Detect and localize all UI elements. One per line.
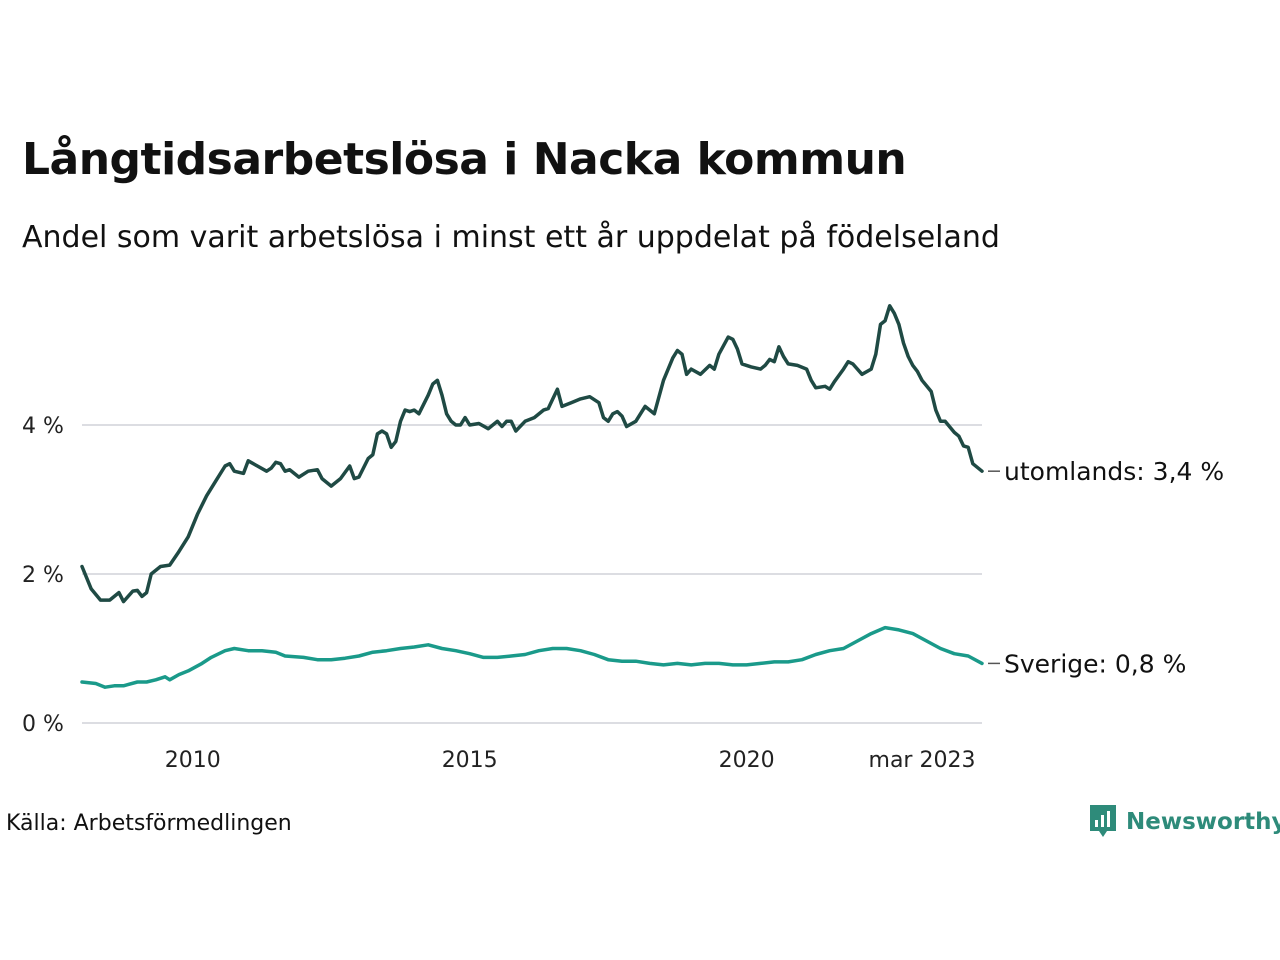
series-lines — [80, 304, 984, 689]
chart-subtitle: Andel som varit arbetslösa i minst ett å… — [22, 220, 1000, 255]
gridlines — [82, 424, 982, 724]
series-line-sverige — [80, 625, 984, 689]
newsworthy-logo-icon — [1090, 805, 1116, 837]
end-label-utomlands: utomlands: 3,4 % — [1004, 457, 1224, 486]
x-tick-label: 2020 — [719, 748, 775, 773]
chart-title: Långtidsarbetslösa i Nacka kommun — [22, 134, 907, 185]
x-tick-label: 2015 — [442, 748, 498, 773]
y-tick-label: 2 % — [22, 563, 64, 588]
series-line-utomlands — [80, 304, 984, 604]
newsworthy-logo[interactable]: Newsworthy — [1088, 802, 1280, 842]
end-label-sverige: Sverige: 0,8 % — [1004, 649, 1186, 678]
source-note: Källa: Arbetsförmedlingen — [6, 811, 292, 836]
x-tick-label: mar 2023 — [869, 748, 976, 773]
y-tick-label: 4 % — [22, 414, 64, 439]
y-axis: 0 % 2 % 4 % — [22, 414, 64, 737]
x-axis: 2010 2015 2020 mar 2023 — [165, 748, 976, 773]
brand-name: Newsworthy — [1126, 809, 1280, 835]
end-labels: utomlands: 3,4 % Sverige: 0,8 % — [988, 457, 1224, 678]
y-tick-label: 0 % — [22, 712, 64, 737]
x-tick-label: 2010 — [165, 748, 221, 773]
